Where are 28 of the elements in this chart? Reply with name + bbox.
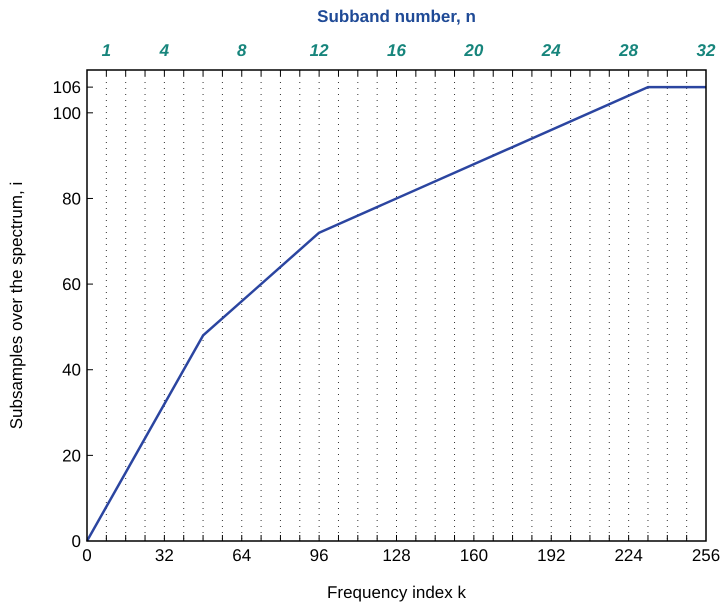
y-tick-label: 40 — [62, 360, 81, 380]
line-series — [86, 86, 708, 542]
x-tick-label: 256 — [692, 546, 720, 565]
y-tick-label: 100 — [52, 104, 81, 123]
x2-tick-label: 24 — [540, 41, 562, 60]
x-tick-label: 192 — [537, 546, 566, 565]
x2-tick-label: 4 — [158, 41, 170, 60]
y-tick-label: 60 — [62, 275, 81, 294]
x2-tick-label: 8 — [237, 41, 248, 60]
x-tick-label: 128 — [382, 546, 411, 565]
x2-tick-label: 1 — [102, 41, 112, 60]
x2-tick-label: 28 — [618, 41, 639, 60]
y-tick-label: 106 — [52, 78, 81, 98]
x-tick-label: 32 — [154, 546, 174, 565]
x-tick-label: 96 — [310, 546, 329, 565]
y-tick-label: 20 — [62, 446, 81, 466]
y-tick-label: 80 — [62, 189, 81, 208]
x2-axis-title: Subband number, n — [317, 7, 476, 26]
x-tick-label: 160 — [460, 546, 488, 565]
x2-tick-label: 12 — [310, 41, 330, 60]
x-axis-title: Frequency index k — [327, 583, 466, 602]
x2-tick-label: 20 — [463, 41, 484, 60]
x-tick-label: 224 — [614, 546, 643, 565]
y-axis-title: Subsamples over the spectrum, i — [7, 182, 26, 430]
x-tick-label: 64 — [232, 546, 252, 565]
x2-tick-label: 16 — [387, 41, 406, 60]
x2-tick-label: 32 — [696, 41, 716, 60]
y-tick-label: 0 — [72, 532, 81, 551]
